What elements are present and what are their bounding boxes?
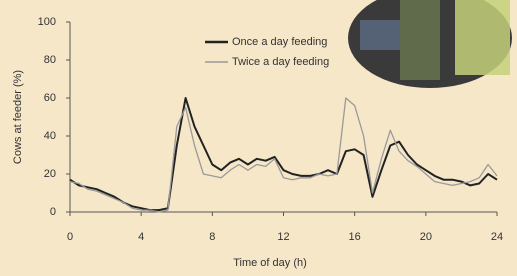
legend-label: Twice a day feeding — [232, 56, 329, 68]
y-tick-label: 60 — [44, 92, 56, 104]
chart: Time of day (h) Cows at feeder (%) 02040… — [0, 0, 517, 276]
x-tick-label: 16 — [349, 231, 361, 243]
x-tick-label: 24 — [491, 231, 503, 243]
y-tick-label: 40 — [44, 130, 56, 142]
y-axis-label: Cows at feeder (%) — [12, 70, 24, 164]
y-tick-label: 20 — [44, 168, 56, 180]
legend-label: Once a day feeding — [232, 36, 327, 48]
y-tick-label: 100 — [38, 16, 56, 28]
x-tick-label: 4 — [138, 231, 144, 243]
y-tick-label: 80 — [44, 54, 56, 66]
x-axis-label: Time of day (h) — [233, 257, 307, 269]
x-tick-label: 0 — [67, 231, 73, 243]
y-tick-label: 0 — [50, 206, 56, 218]
x-tick-label: 12 — [277, 231, 289, 243]
x-tick-label: 20 — [420, 231, 432, 243]
series-line — [70, 98, 497, 212]
photo-inset — [348, 0, 512, 88]
series-line — [70, 98, 497, 210]
x-tick-label: 8 — [209, 231, 215, 243]
